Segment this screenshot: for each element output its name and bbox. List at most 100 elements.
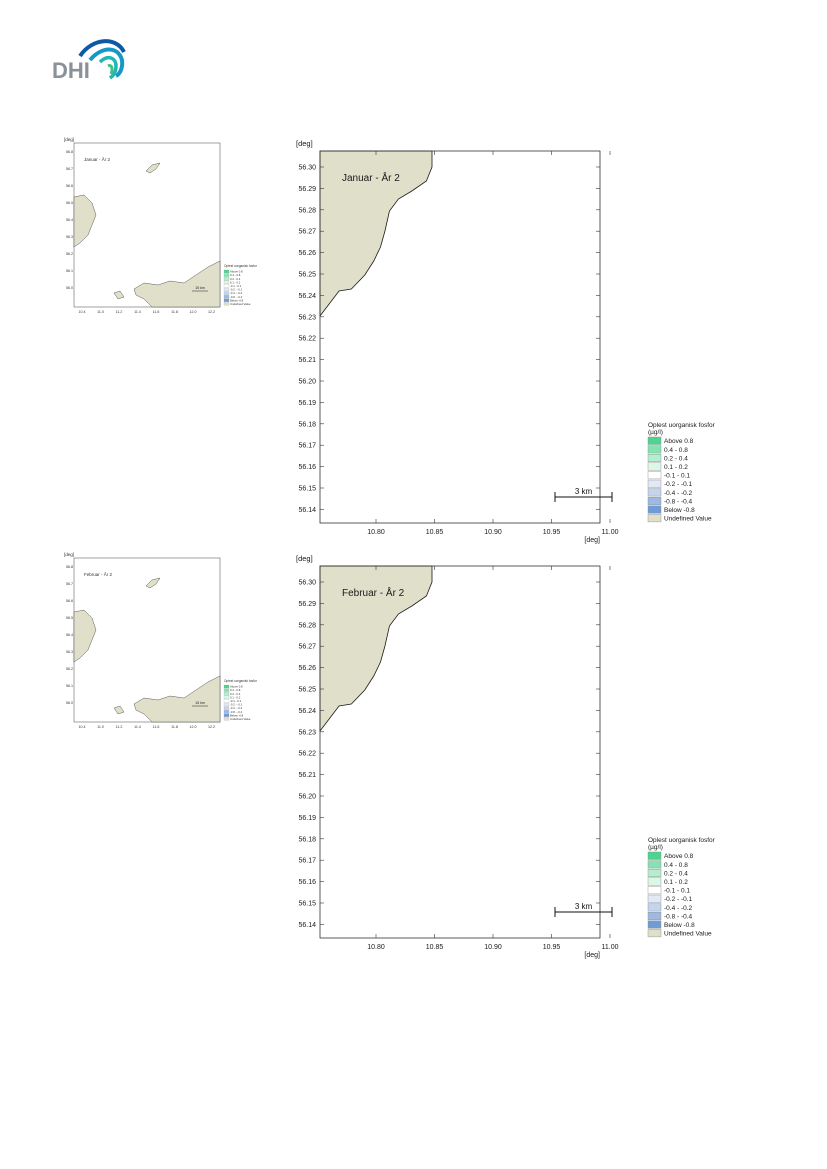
overview-y-tick: 56.8 (66, 565, 73, 569)
map-figure: [deg] Januar - År 2 56.30 56.29 56.28 56.27 56… (296, 139, 716, 544)
svg-text:-0.4 - -0.2: -0.4 - -0.2 (230, 706, 243, 710)
legend-swatch (647, 505, 662, 514)
overview-land (145, 577, 161, 589)
overview-y-tick: 56.7 (66, 167, 73, 171)
svg-text:-0.8 - -0.4: -0.8 - -0.4 (230, 710, 243, 714)
overview-y-tick: 56.5 (66, 616, 73, 620)
overview-land (73, 609, 97, 663)
overview-y-tick: 56.1 (66, 269, 73, 273)
legend-item-label: Above 0.8 (664, 438, 694, 445)
map-panel-1: [deg] Januar - År 2 56.30 56.29 56.28 56.27 56… (280, 135, 730, 550)
legend-item-label: -0.1 - 0.1 (664, 888, 690, 895)
overview-unit: [deg] (64, 552, 74, 557)
y-tick-label: 56.24 (298, 293, 316, 300)
legend-item-label: 0.4 - 0.8 (664, 447, 688, 454)
legend-item-label: Undefined Value (664, 931, 712, 938)
overview-x-tick: 12.0 (190, 725, 197, 729)
y-tick-label: 56.21 (298, 772, 316, 779)
y-tick-label: 56.16 (298, 464, 316, 471)
overview-legend: Oplest uorganisk fosfor Above 0.80.4 - 0.… (223, 264, 258, 306)
y-tick-label: 56.14 (298, 507, 316, 514)
scale-bar-label: 3 km (575, 902, 593, 911)
svg-text:15 km: 15 km (195, 701, 205, 705)
y-tick-label: 56.19 (298, 815, 316, 822)
overview-y-tick: 56.6 (66, 599, 73, 603)
x-tick-label: 11.00 (602, 944, 619, 951)
y-tick-label: 56.18 (298, 421, 316, 428)
y-tick-label: 56.15 (298, 486, 316, 493)
svg-text:-0.2 - -0.1: -0.2 - -0.1 (230, 703, 243, 707)
overview-y-tick: 56.5 (66, 201, 73, 205)
y-tick-label: 56.30 (298, 165, 316, 172)
svg-text:-0.1 - 0.1: -0.1 - 0.1 (230, 699, 242, 703)
overview-map-2: [deg] Februar - År 2 56.8 56.7 56.6 56.5 56.4 5… (62, 550, 262, 737)
overview-x-tick: 11.6 (153, 310, 160, 314)
logo-wave-3 (98, 55, 118, 80)
map-title: Januar - År 2 (342, 171, 400, 184)
legend-item-label: 0.2 - 0.4 (664, 870, 688, 877)
scale-bar: 3 km (554, 487, 613, 502)
scale-bar-label: 3 km (575, 487, 593, 496)
y-tick-label: 56.14 (298, 922, 316, 929)
legend-swatch (647, 514, 662, 523)
overview-y-tick: 56.2 (66, 667, 73, 671)
y-tick-label: 56.20 (298, 379, 316, 386)
overview-land (133, 675, 221, 723)
logo-wave-2 (88, 47, 125, 78)
legend-item-label: -0.2 - -0.1 (664, 896, 693, 903)
y-tick-label: 56.16 (298, 879, 316, 886)
y-tick-label: 56.27 (298, 229, 316, 236)
svg-text:-0.4 - -0.2: -0.4 - -0.2 (230, 291, 243, 295)
x-tick-label: 10.90 (484, 529, 502, 536)
land-area (319, 565, 433, 733)
svg-text:0.2 - 0.4: 0.2 - 0.4 (230, 277, 241, 281)
overview-legend: Oplest uorganisk fosfor Above 0.80.4 - 0.… (223, 679, 258, 721)
overview-y-tick: 56.7 (66, 582, 73, 586)
legend-item-label: Below -0.8 (664, 922, 695, 929)
overview-x-tick: 11.4 (134, 725, 141, 729)
svg-text:0.1 - 0.2: 0.1 - 0.2 (230, 280, 241, 284)
legend-swatch (647, 929, 662, 938)
y-tick-label: 56.29 (298, 601, 316, 608)
x-tick-label: 10.85 (426, 944, 444, 951)
overview-land (113, 290, 125, 300)
legend-swatch (647, 488, 662, 497)
map-title: Februar - År 2 (342, 586, 405, 599)
y-tick-label: 56.29 (298, 186, 316, 193)
overview-land (113, 705, 125, 715)
legend-swatch (647, 894, 662, 903)
legend-title: Oplest uorganisk fosfor (648, 837, 716, 844)
legend-item-label: Below -0.8 (664, 507, 695, 514)
y-tick-label: 56.18 (298, 836, 316, 843)
y-tick-label: 56.30 (298, 580, 316, 587)
legend-unit: (µg/l) (648, 844, 663, 851)
overview-x-tick: 11.8 (171, 725, 178, 729)
overview-scale-bar: 15 km (192, 286, 208, 292)
legend-swatch (647, 462, 662, 471)
svg-text:Below -0.8: Below -0.8 (230, 713, 244, 717)
logo-wave-4 (107, 64, 114, 75)
overview-y-tick: 56.3 (66, 235, 73, 239)
overview-y-tick: 56.3 (66, 650, 73, 654)
legend-swatch (647, 912, 662, 920)
overview-x-tick: 12.2 (208, 725, 215, 729)
overview-y-tick: 56.8 (66, 150, 73, 154)
map-figure: [deg] Februar - År 2 56.30 56.29 56.28 56.27 5… (296, 554, 716, 959)
y-tick-label: 56.23 (298, 729, 316, 736)
y-tick-label: 56.23 (298, 314, 316, 321)
legend-item-label: Undefined Value (664, 516, 712, 523)
legend-swatch (647, 860, 662, 869)
legend-item-label: -0.4 - -0.2 (664, 905, 693, 912)
land-area (319, 150, 433, 318)
legend-swatch (647, 886, 662, 895)
y-tick-label: 56.20 (298, 794, 316, 801)
logo-wave-1 (78, 39, 126, 58)
overview-y-tick: 56.4 (66, 633, 73, 637)
y-tick-label: 56.28 (298, 207, 316, 214)
overview-scale-bar: 15 km (192, 701, 208, 707)
overview-land (145, 162, 161, 174)
x-tick-label: 10.95 (543, 529, 561, 536)
overview-y-tick: 56.6 (66, 184, 73, 188)
legend-item-label: 0.4 - 0.8 (664, 862, 688, 869)
y-tick-label: 56.15 (298, 901, 316, 908)
